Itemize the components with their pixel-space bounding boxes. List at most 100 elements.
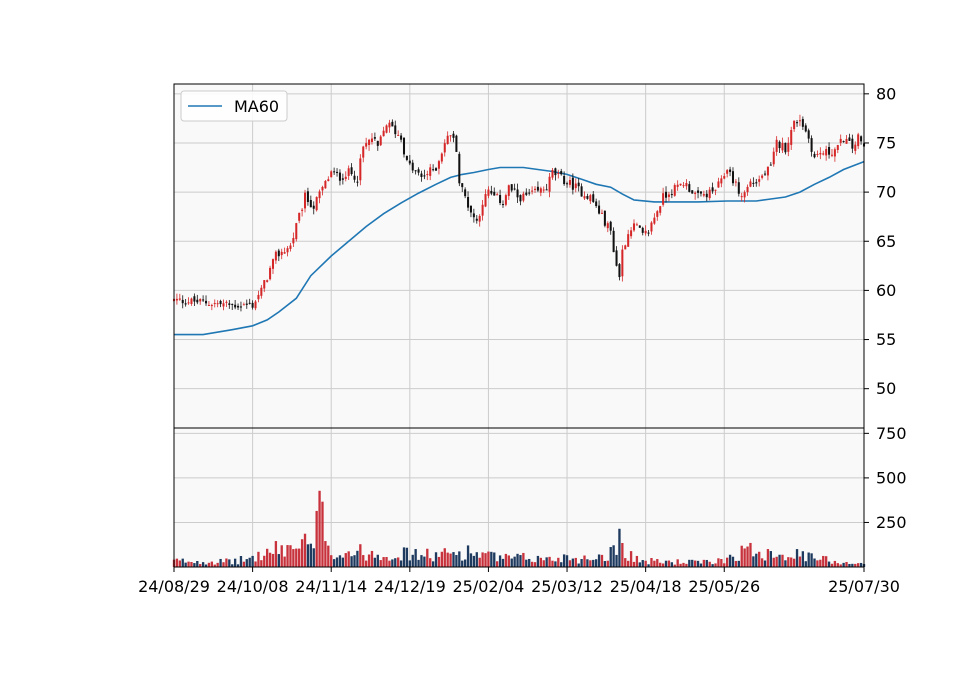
volume-bar bbox=[676, 559, 679, 567]
candle-body bbox=[746, 186, 749, 193]
candle-body bbox=[790, 130, 793, 145]
candle bbox=[688, 181, 691, 193]
candle-body bbox=[368, 139, 371, 146]
volume-bar bbox=[790, 557, 793, 567]
candle-body bbox=[231, 303, 234, 305]
candle-body bbox=[656, 211, 659, 217]
volume-bar bbox=[233, 558, 237, 567]
candle bbox=[842, 140, 845, 143]
candle-body bbox=[481, 204, 484, 216]
candle bbox=[598, 200, 601, 215]
candle bbox=[324, 180, 327, 189]
volume-bar bbox=[787, 557, 790, 567]
candle-body bbox=[720, 178, 723, 184]
volume-bar bbox=[592, 559, 595, 567]
candle-body bbox=[586, 196, 589, 199]
candle bbox=[344, 171, 347, 182]
volume-bar bbox=[452, 552, 455, 567]
volume-bar bbox=[507, 555, 510, 567]
candle-body bbox=[571, 177, 574, 190]
candle bbox=[213, 299, 216, 308]
volume-bar bbox=[280, 545, 283, 567]
candle-body bbox=[341, 178, 344, 180]
candle bbox=[589, 193, 592, 205]
candle bbox=[563, 171, 566, 186]
candle-body bbox=[254, 301, 257, 309]
candle-body bbox=[560, 171, 563, 175]
candle bbox=[766, 166, 769, 181]
candle-body bbox=[548, 176, 551, 192]
volume-bar bbox=[228, 559, 231, 567]
candle bbox=[679, 183, 682, 186]
candle bbox=[694, 191, 697, 200]
candle-body bbox=[650, 222, 653, 232]
volume-bar bbox=[848, 563, 851, 567]
volume-bar bbox=[405, 547, 409, 567]
volume-bar bbox=[647, 564, 650, 567]
candle bbox=[350, 163, 353, 176]
candle-body bbox=[193, 296, 196, 302]
volume-bar bbox=[434, 552, 438, 567]
x-tick-label-0: 24/08/29 bbox=[138, 577, 210, 596]
candle-body bbox=[813, 153, 816, 158]
volume-bar bbox=[603, 561, 607, 567]
volume-bar bbox=[833, 560, 837, 567]
candle bbox=[711, 182, 714, 194]
candle-body bbox=[292, 237, 295, 244]
candle-body bbox=[280, 251, 283, 256]
candle-body bbox=[245, 303, 248, 305]
candle-body bbox=[641, 227, 644, 233]
volume-bar bbox=[496, 561, 499, 567]
candle-body bbox=[263, 280, 266, 289]
volume-bar bbox=[609, 547, 612, 567]
volume-bar bbox=[816, 560, 819, 567]
candle-body bbox=[330, 171, 333, 178]
candle-body bbox=[673, 185, 676, 196]
legend: MA60 bbox=[180, 90, 288, 122]
candle bbox=[772, 147, 775, 167]
candle bbox=[309, 195, 312, 208]
volume-bar bbox=[775, 556, 778, 567]
candle bbox=[839, 134, 842, 147]
volume-bar bbox=[568, 560, 572, 567]
candle-body bbox=[289, 245, 292, 249]
volume-bar bbox=[548, 556, 551, 567]
candle-body bbox=[691, 190, 694, 194]
x-tick-label-5: 25/03/12 bbox=[531, 577, 603, 596]
candle bbox=[513, 183, 516, 191]
candle-body bbox=[519, 195, 522, 202]
candles bbox=[172, 114, 866, 312]
candle-body bbox=[804, 125, 807, 132]
candle-body bbox=[507, 185, 510, 196]
price-axis: 50 55 60 65 70 75 80 bbox=[864, 84, 896, 398]
candle bbox=[263, 280, 266, 293]
volume-bar bbox=[528, 558, 531, 567]
candle-body bbox=[321, 186, 324, 191]
volume-bar bbox=[519, 555, 522, 567]
candle-body bbox=[312, 205, 315, 209]
volume-bar bbox=[740, 545, 743, 567]
candle bbox=[580, 183, 583, 197]
candle bbox=[833, 147, 836, 162]
candle bbox=[397, 130, 400, 136]
candle bbox=[528, 188, 531, 196]
volume-bar bbox=[667, 560, 671, 567]
volume-bar bbox=[475, 552, 478, 567]
candle-body bbox=[705, 193, 708, 198]
candle-body bbox=[749, 181, 752, 187]
candle-body bbox=[379, 136, 382, 146]
volume-bar bbox=[691, 559, 694, 567]
candle-body bbox=[708, 189, 711, 199]
volume-bar bbox=[510, 558, 513, 567]
volume-bar bbox=[693, 560, 697, 567]
candle-body bbox=[347, 168, 350, 176]
candle bbox=[464, 187, 467, 199]
volume-bar bbox=[397, 557, 400, 567]
volume-bar bbox=[807, 552, 810, 567]
candle bbox=[702, 190, 705, 198]
candle bbox=[353, 170, 356, 183]
candle-body bbox=[793, 120, 796, 130]
candle-body bbox=[781, 143, 784, 151]
candle bbox=[775, 136, 778, 156]
candle bbox=[388, 119, 391, 133]
